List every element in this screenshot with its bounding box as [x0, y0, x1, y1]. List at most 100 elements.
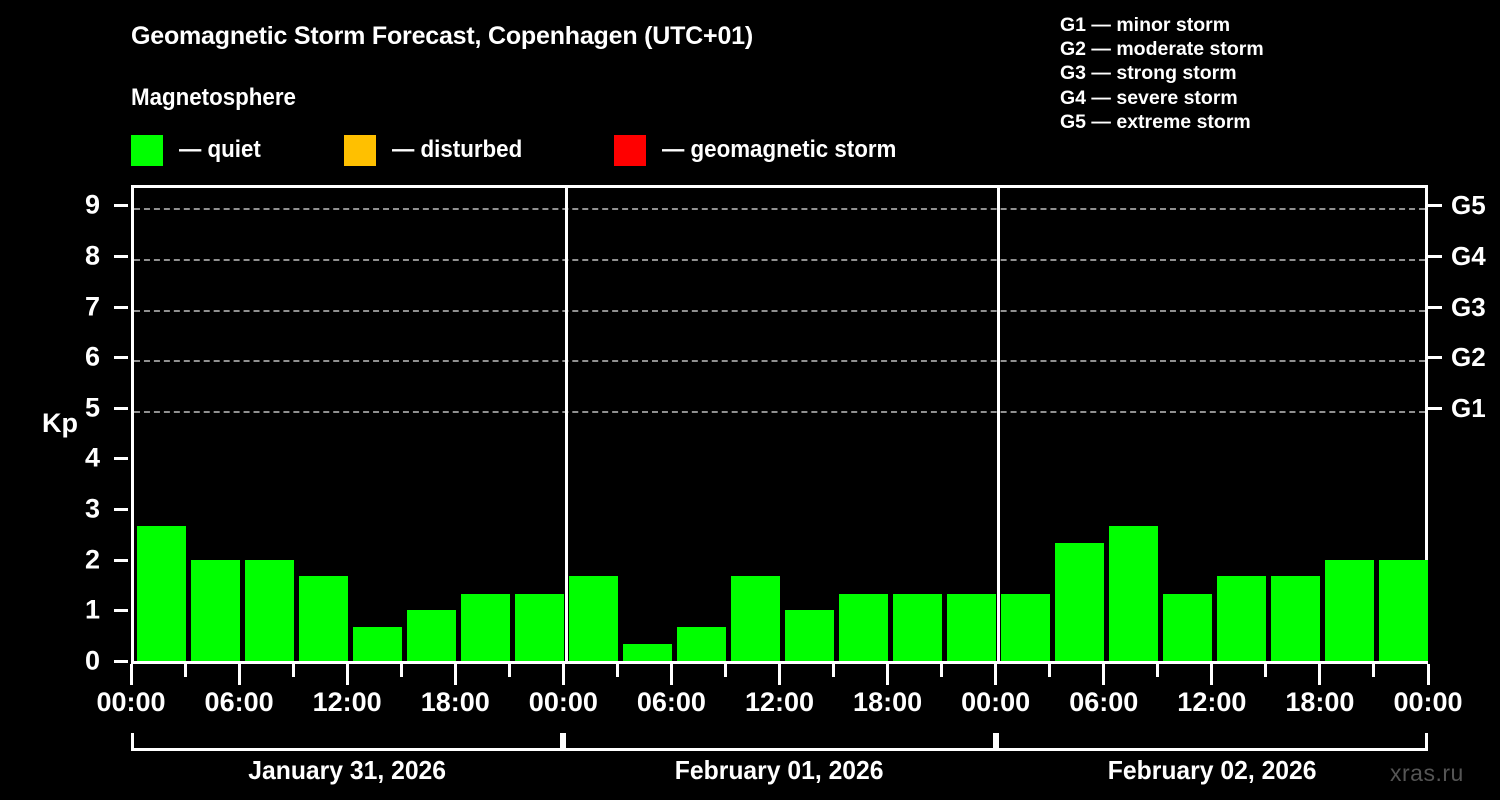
y-tick-label: 5	[84, 392, 100, 423]
x-tick-mark	[237, 664, 241, 685]
x-tick-mark	[399, 664, 403, 677]
x-tick-mark	[1318, 664, 1322, 685]
y-axis: 0 1 2 3 4 5 6 7 8 9	[0, 185, 131, 674]
y-tick-mark	[114, 305, 128, 309]
y-tick-label: 3	[84, 493, 100, 524]
bar	[568, 576, 618, 661]
day-separator	[997, 188, 1001, 661]
x-tick-mark	[1264, 664, 1268, 677]
bar	[893, 593, 943, 661]
x-tick-label: 18:00	[420, 687, 490, 717]
page-title: Geomagnetic Storm Forecast, Copenhagen (…	[131, 22, 753, 50]
y-tick-label: 0	[84, 645, 100, 676]
x-tick-label: 06:00	[1069, 687, 1139, 717]
g-scale-legend-row: G1 — minor storm	[1060, 14, 1231, 36]
day-bracket	[995, 733, 1428, 751]
bar	[1379, 559, 1429, 661]
day-bracket	[563, 733, 996, 751]
bar	[1217, 576, 1267, 661]
y-tick-label: 8	[84, 240, 100, 271]
x-tick-mark	[940, 664, 944, 677]
y-tick-mark	[114, 204, 128, 208]
y-tick-label: 9	[84, 189, 100, 220]
y-tick-label: 6	[84, 341, 100, 372]
y-tick-mark	[114, 508, 128, 512]
g-scale-legend-row: G2 — moderate storm	[1060, 38, 1264, 61]
gridline	[134, 208, 1425, 211]
y-tick-mark	[114, 356, 128, 360]
green-square-swatch	[131, 134, 163, 166]
x-tick-mark	[561, 664, 565, 685]
x-axis-line	[131, 661, 1428, 664]
legend-label: — quiet	[179, 136, 261, 163]
y-tick-mark	[114, 609, 128, 613]
day-caption: January 31, 2026	[248, 755, 447, 785]
legend-entry: — disturbed	[344, 133, 532, 167]
gridline	[134, 258, 1425, 261]
x-axis: 00:00 06:00 12:00 18:00 00:00 06:00 12:00 18:00…	[96, 661, 1463, 721]
x-tick-mark	[1156, 664, 1160, 677]
x-tick-label: 12:00	[1177, 687, 1247, 717]
bar	[947, 593, 997, 661]
bar	[136, 525, 186, 661]
day-bracket	[131, 733, 564, 751]
legend-label: — disturbed	[392, 136, 523, 163]
x-tick-label: 00:00	[961, 687, 1031, 717]
y-tick-label: 4	[84, 442, 100, 473]
bar	[514, 593, 564, 661]
g-scale-legend-row: G5 — extreme storm	[1060, 110, 1251, 133]
y-tick-mark	[114, 660, 128, 663]
day-caption: February 01, 2026	[675, 755, 884, 785]
g-tick-mark	[1428, 254, 1442, 258]
g-tick-mark	[1428, 305, 1442, 309]
x-tick-mark	[994, 664, 998, 685]
red-square-swatch	[614, 134, 646, 166]
gridline	[134, 309, 1425, 312]
x-tick-mark	[778, 664, 781, 685]
x-tick-label: 06:00	[204, 687, 274, 717]
g-tick-mark	[1428, 406, 1442, 410]
bar	[622, 644, 672, 661]
bar	[676, 627, 726, 661]
g-scale-legend-row: G4 — severe storm	[1060, 86, 1238, 109]
bar	[352, 627, 402, 661]
x-tick-label: 12:00	[312, 687, 382, 717]
x-tick-label: 00:00	[528, 687, 598, 717]
legend-entry: — quiet	[131, 133, 267, 167]
x-tick-mark	[1048, 664, 1052, 677]
x-tick-mark	[183, 664, 187, 677]
x-tick-mark	[832, 664, 836, 677]
x-tick-mark	[723, 664, 727, 677]
bar	[190, 559, 240, 661]
y-tick-mark	[114, 457, 128, 461]
plot-inner	[134, 188, 1429, 661]
bar	[298, 576, 348, 661]
g-tick-label: G1	[1451, 392, 1486, 423]
bar	[460, 593, 510, 661]
x-tick-mark	[129, 664, 133, 685]
bar	[785, 610, 835, 661]
y-tick-label: 1	[84, 594, 100, 625]
x-tick-mark	[615, 664, 619, 677]
bar	[406, 610, 456, 661]
g-tick-label: G5	[1451, 190, 1486, 221]
g-scale-legend-row: G3 — strong storm	[1060, 62, 1237, 85]
g-scale-legend: G1 — minor storm G2 — moderate storm G3 — …	[1060, 13, 1480, 134]
bar	[1271, 576, 1321, 661]
bar	[1055, 543, 1105, 661]
x-tick-mark	[1102, 664, 1106, 685]
g-tick-label: G4	[1451, 240, 1486, 271]
bar	[730, 576, 780, 661]
orange-square-swatch	[344, 134, 376, 166]
magnetosphere-heading: Magnetosphere	[131, 84, 296, 111]
y-tick-label: 2	[84, 544, 100, 575]
g-tick-label: G2	[1451, 342, 1486, 373]
x-tick-mark	[1210, 664, 1214, 685]
x-tick-mark	[453, 664, 457, 685]
gridline	[134, 410, 1425, 413]
plot-area	[131, 185, 1429, 661]
x-tick-mark	[345, 664, 349, 685]
gridline	[134, 360, 1425, 363]
x-tick-label: 12:00	[744, 687, 815, 717]
y-axis-title: Kp	[42, 408, 78, 438]
